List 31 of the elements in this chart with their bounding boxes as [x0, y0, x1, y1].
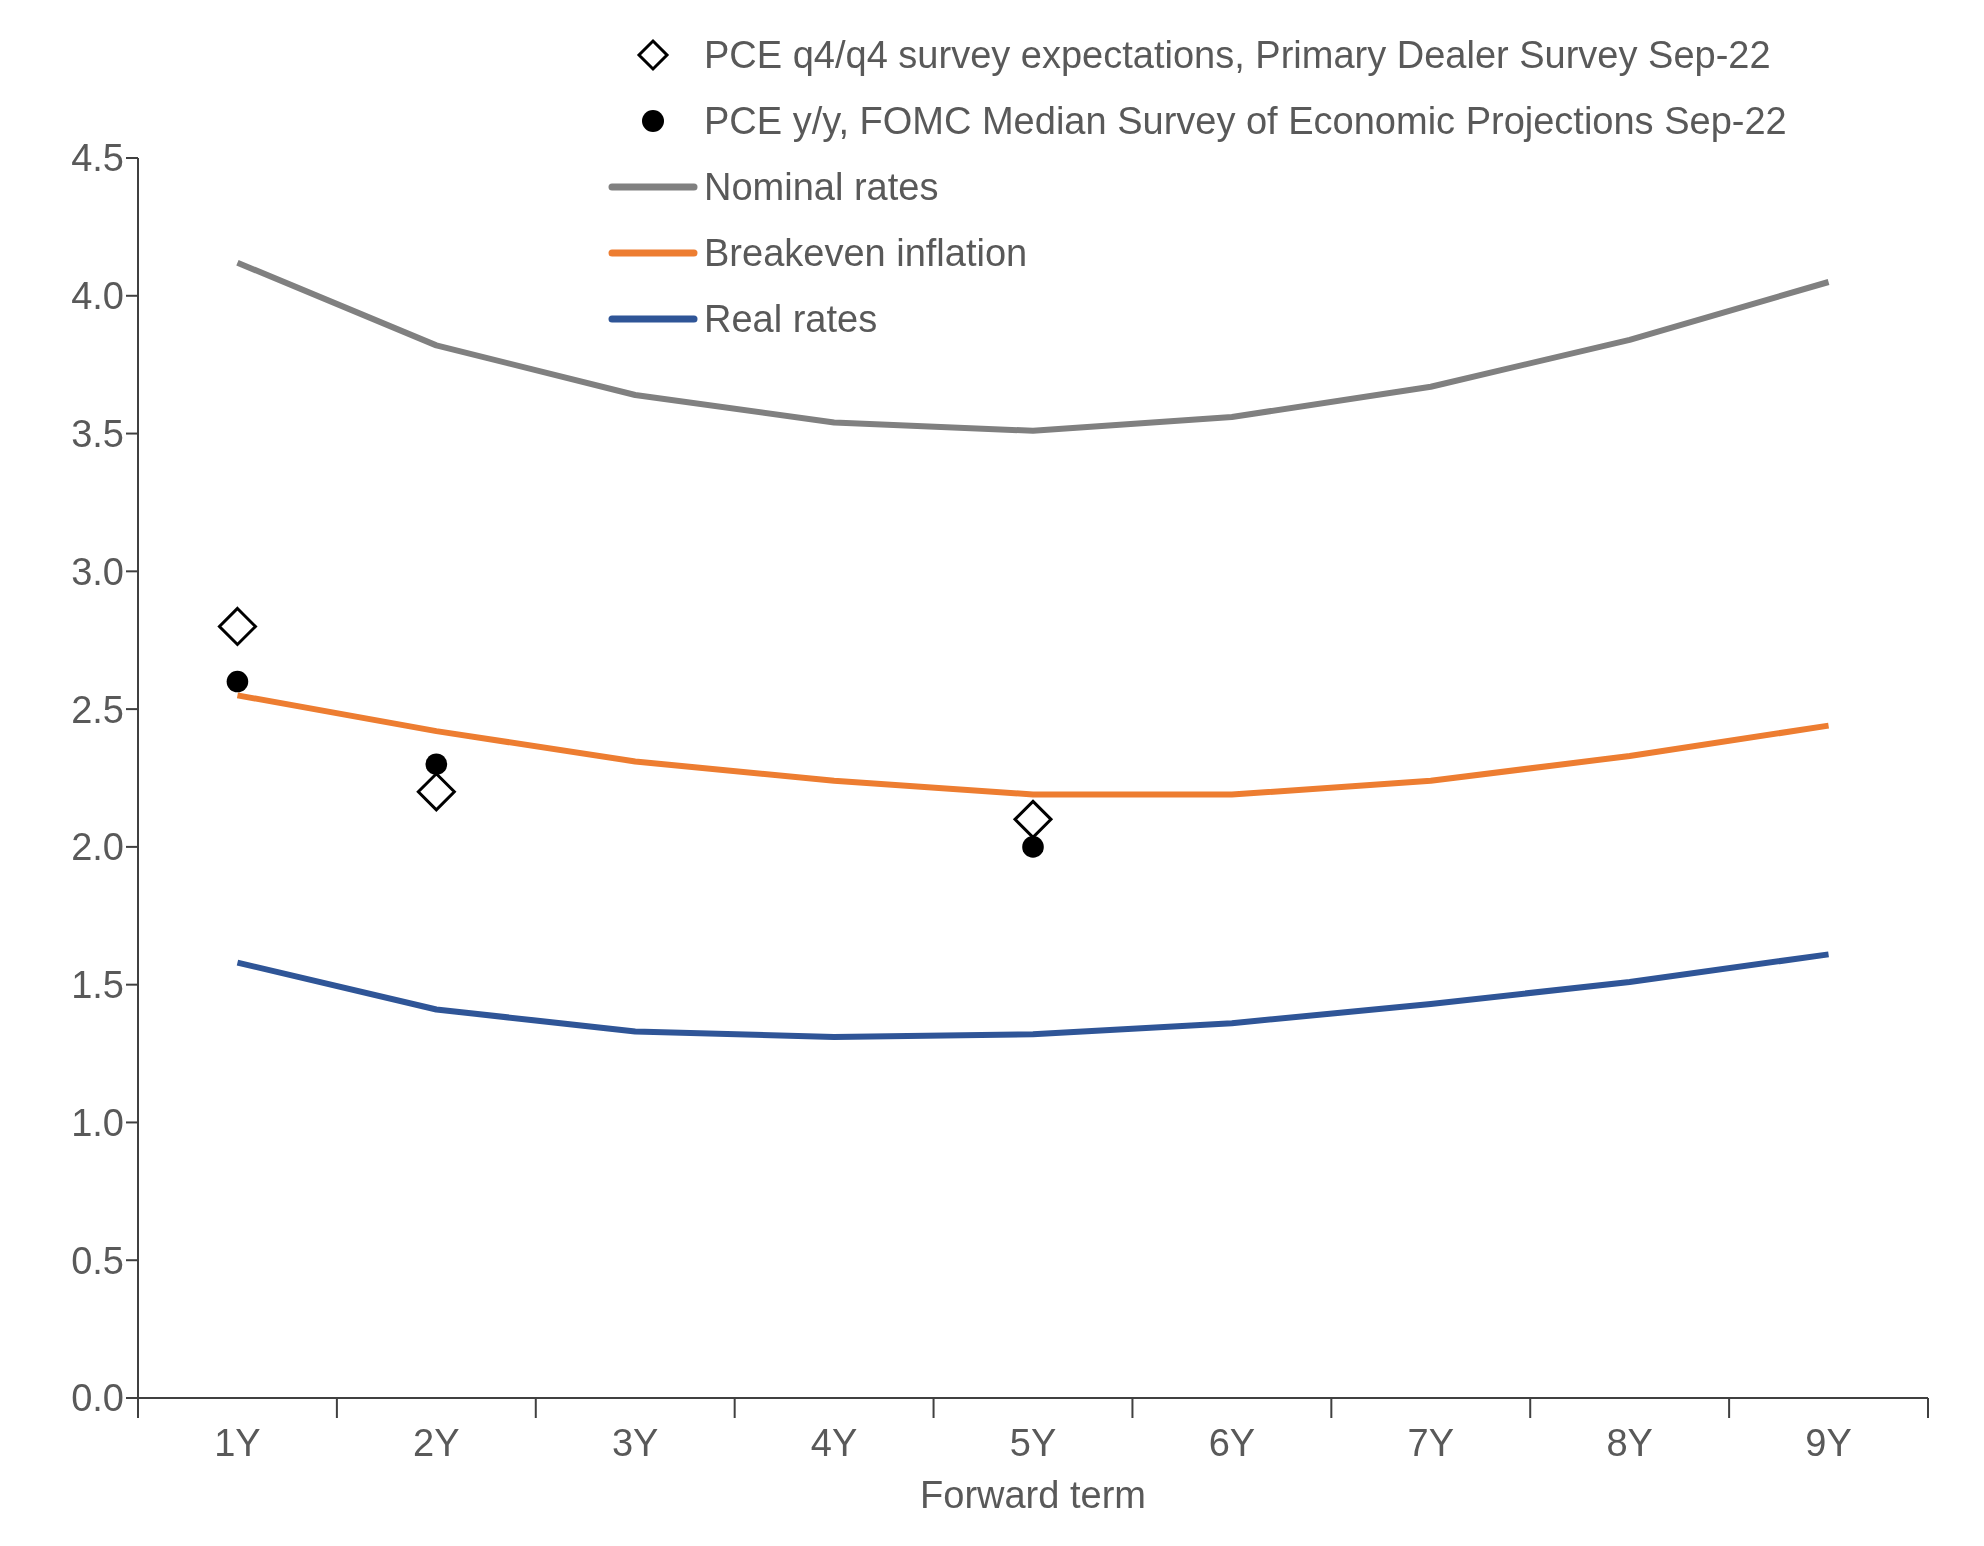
y-tick-label: 0.0 [71, 1377, 124, 1420]
x-tick-label: 9Y [1805, 1422, 1852, 1464]
y-tick-label: 3.0 [71, 550, 124, 593]
point [1022, 836, 1044, 858]
point [1013, 799, 1053, 839]
x-tick-label: 3Y [611, 1422, 659, 1464]
x-tick-label: 7Y [1407, 1422, 1455, 1464]
x-tick-label: 5Y [1009, 1422, 1057, 1464]
y-tick-label: 1.0 [71, 1101, 124, 1144]
legend-label: Breakeven inflation [704, 231, 1028, 275]
y-tick-label: 4.0 [71, 275, 124, 318]
point [226, 670, 249, 693]
legend-label: PCE q4/q4 survey expectations, Primary Dealer Survey Sep-22 [704, 33, 1771, 77]
y-tick-label: 2.5 [71, 688, 124, 731]
y-tick-label: 1.5 [71, 964, 124, 1007]
legend-label: Nominal rates [704, 165, 939, 209]
y-tick-label: 2.0 [71, 826, 124, 869]
x-tick-label: 8Y [1606, 1422, 1653, 1464]
point [416, 772, 456, 812]
point [425, 753, 448, 776]
x-axis-title: Forward term [920, 1474, 1146, 1516]
x-tick-label: 2Y [413, 1422, 460, 1464]
x-tick-label: 6Y [1208, 1422, 1256, 1464]
y-tick-label: 4.5 [71, 137, 124, 180]
y-tick-label: 3.5 [71, 413, 124, 456]
legend-label: Real rates [704, 297, 878, 341]
y-tick-label: 0.5 [71, 1239, 124, 1282]
legend-label: PCE y/y, FOMC Median Survey of Economic Projections Sep-22 [704, 99, 1787, 143]
x-tick-label: 1Y [214, 1422, 261, 1464]
point [217, 606, 257, 646]
x-tick-label: 4Y [810, 1422, 858, 1464]
